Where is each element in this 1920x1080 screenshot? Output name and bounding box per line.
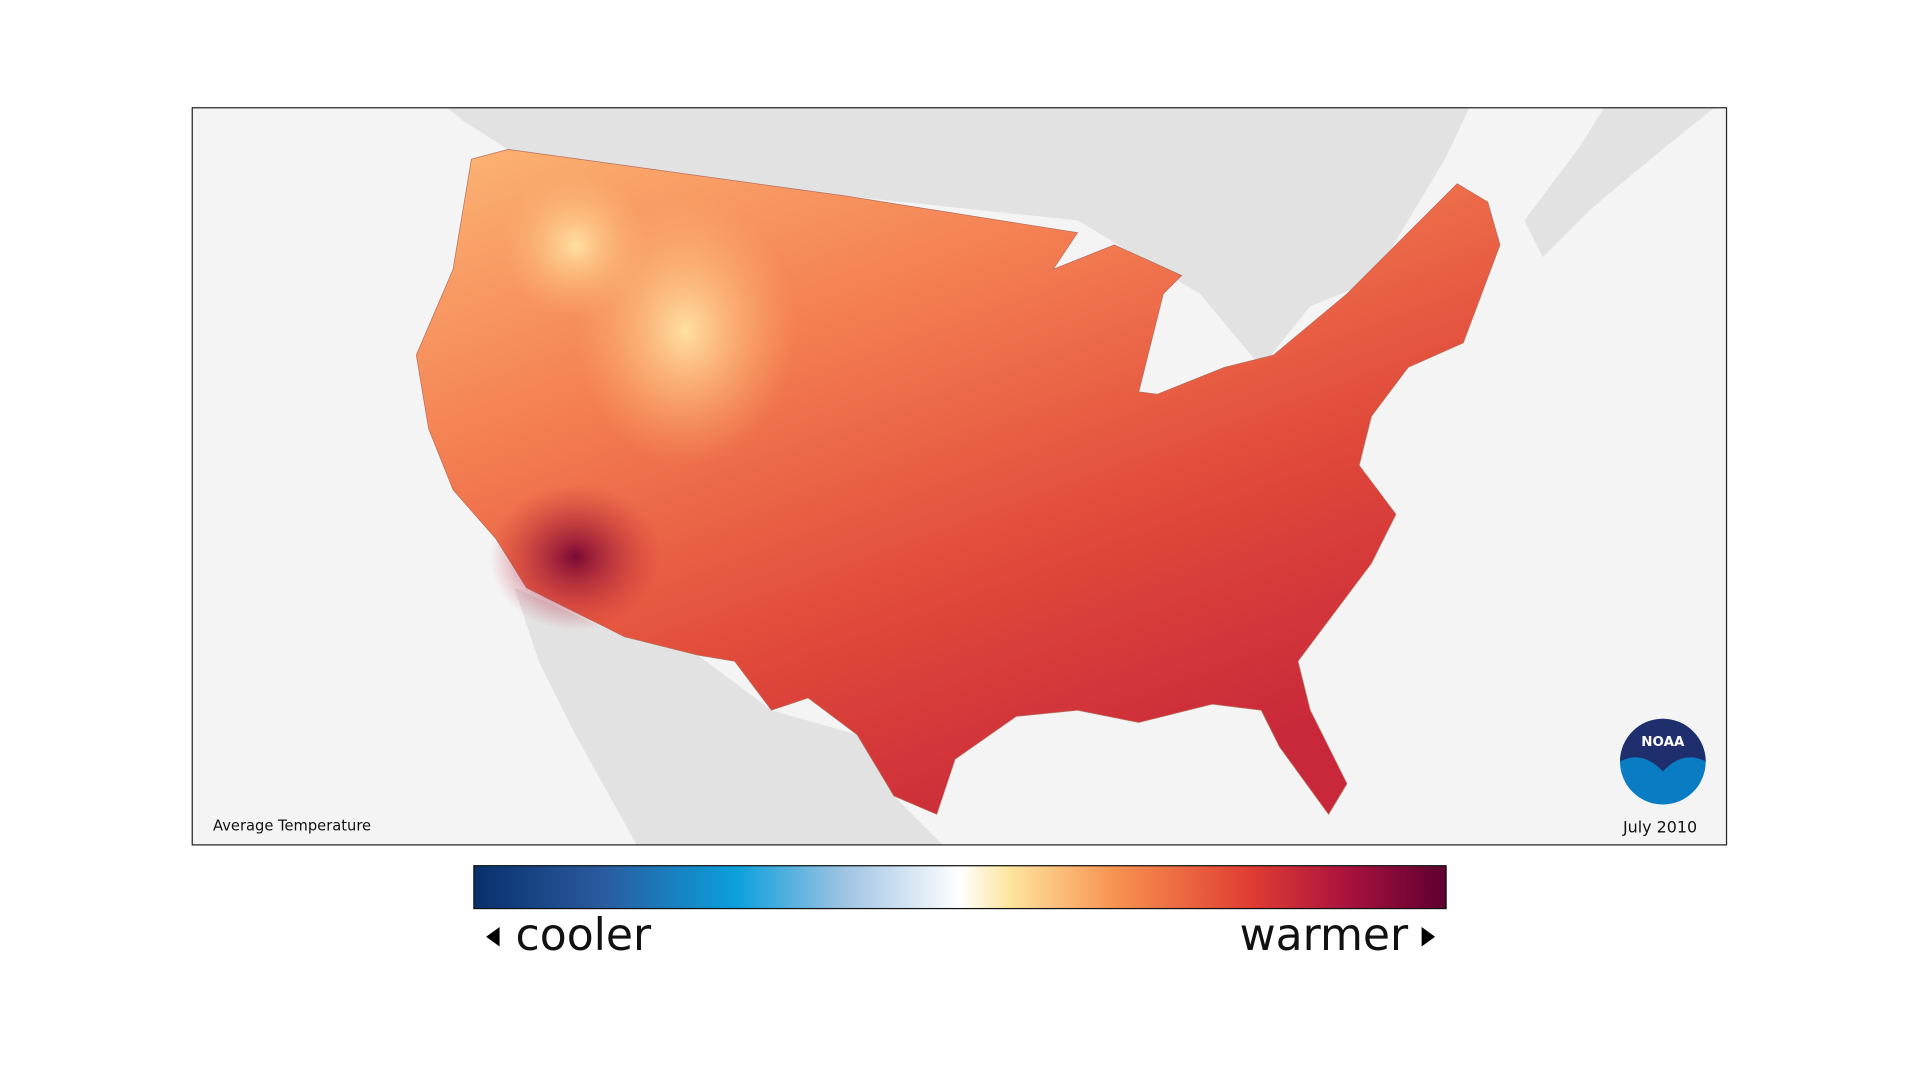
- logo-top: [1620, 718, 1706, 772]
- land: [1524, 107, 1715, 258]
- mexico: [514, 587, 943, 845]
- color-scale: [473, 865, 1447, 910]
- legend-high: warmer: [1240, 910, 1409, 961]
- legend-low: cooler: [516, 910, 653, 961]
- cool-region: [502, 171, 649, 319]
- arrow-left: [486, 926, 500, 947]
- logo-text: NOAA: [1641, 735, 1685, 750]
- noaa-logo: NOAA: [1620, 718, 1706, 805]
- map-title: Average Temperature: [213, 818, 371, 835]
- basemap: [415, 107, 1715, 845]
- map-date: July 2010: [1622, 817, 1697, 836]
- canada: [446, 107, 1470, 368]
- arrow-right: [1421, 926, 1436, 947]
- hot-region: [489, 483, 662, 631]
- map-frame: [191, 107, 1728, 846]
